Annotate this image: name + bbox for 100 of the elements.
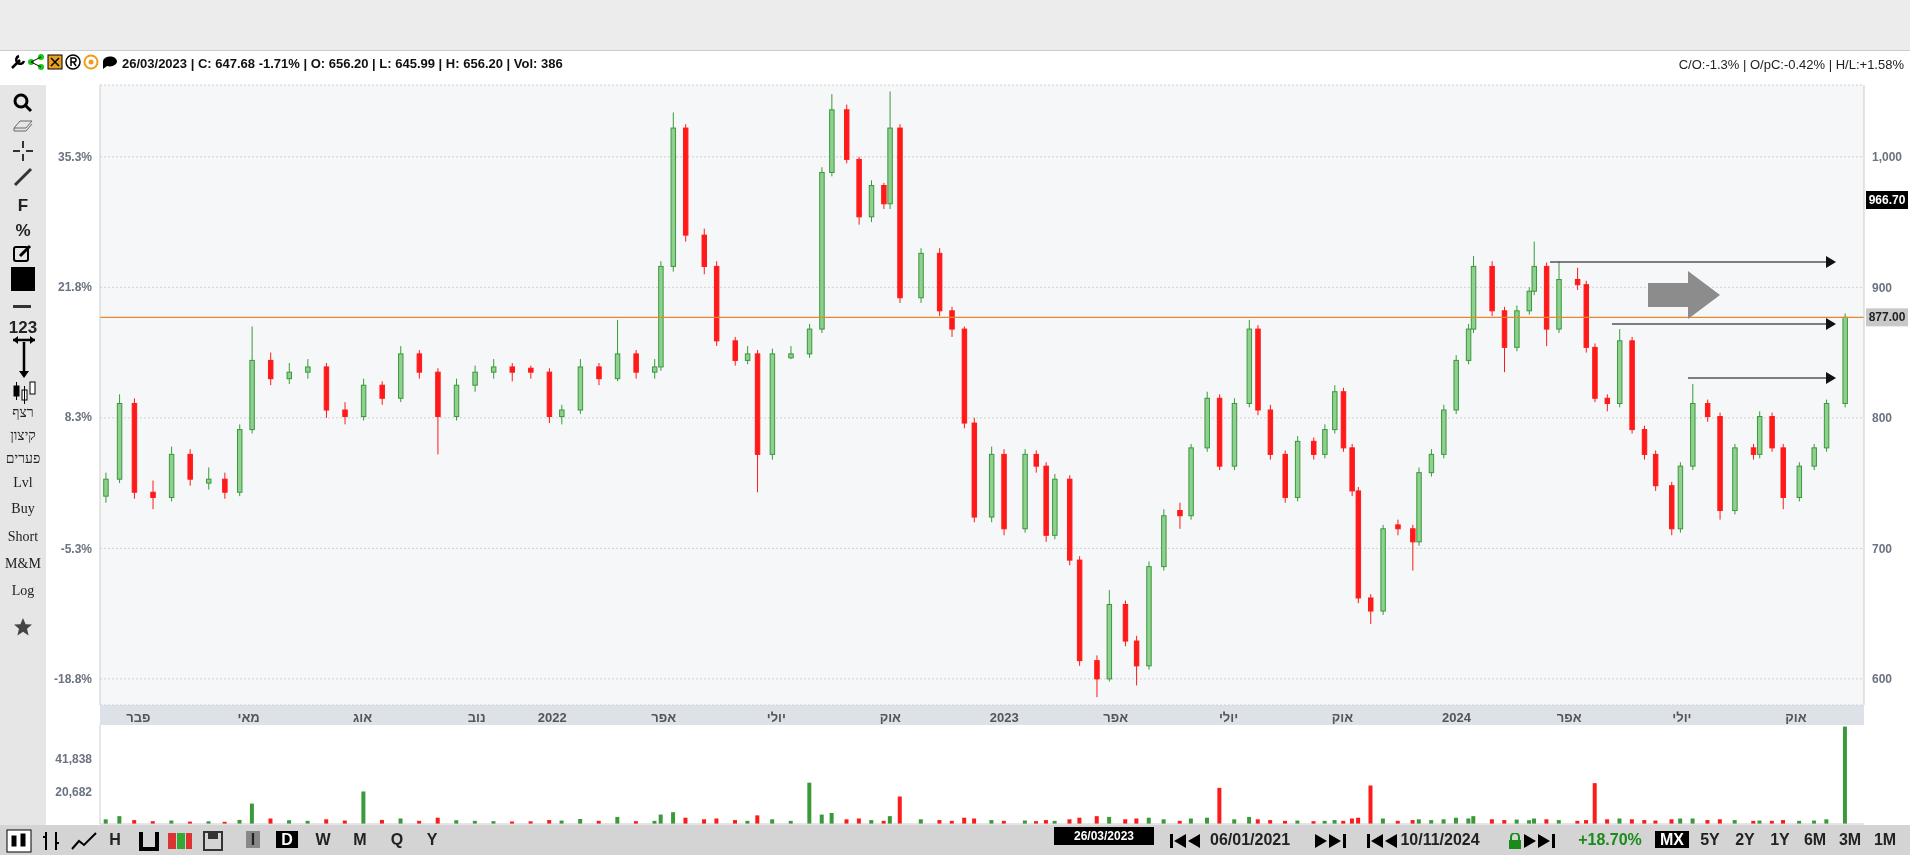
text: C/O:-1.3% | O/pC:-0.42% | H/L:+1.58%	[1678, 57, 1904, 72]
y2-tick-label: 8.3%	[64, 410, 93, 425]
x-tick-label: אוק	[879, 710, 902, 726]
bar	[1094, 816, 1099, 824]
candlestick	[1811, 443, 1817, 471]
candlestick	[1177, 502, 1183, 530]
text: 1M	[1872, 831, 1898, 848]
bar	[361, 791, 366, 824]
x-tick-label: אוק	[1331, 710, 1354, 726]
text: H	[108, 831, 122, 848]
text: MX	[1655, 831, 1689, 848]
x-tick-label: יולי	[766, 710, 786, 726]
bar	[887, 816, 892, 824]
candlestick	[342, 401, 348, 425]
text: קיצון	[9, 428, 37, 444]
text: 10/11/2024	[1399, 831, 1481, 848]
candlestick	[416, 349, 423, 380]
candlestick	[472, 365, 478, 393]
bar	[1592, 783, 1597, 824]
bar	[249, 803, 254, 824]
y-tick-label: 600	[1872, 672, 1893, 687]
candlestick	[305, 358, 311, 380]
candlestick	[1367, 593, 1374, 625]
bar	[897, 796, 902, 824]
candlestick	[949, 306, 955, 338]
text: F	[16, 196, 30, 216]
text: %	[14, 221, 32, 241]
candlestick	[1574, 267, 1581, 291]
text: Buy	[10, 501, 36, 517]
candlestick	[267, 352, 274, 386]
y-tick-label: 700	[1872, 541, 1893, 556]
text: 1Y	[1769, 831, 1791, 848]
bar	[1842, 726, 1847, 824]
y-tick-label: 20,682	[55, 784, 93, 799]
candlestick	[1410, 524, 1416, 572]
candlestick	[222, 472, 228, 500]
candlestick	[633, 349, 639, 380]
candlestick	[103, 472, 109, 504]
text: 5Y	[1699, 831, 1721, 848]
candlestick	[732, 336, 738, 367]
text: 123	[7, 318, 39, 338]
text: Y	[425, 831, 439, 848]
bar	[671, 812, 676, 824]
text: D	[276, 831, 298, 848]
y2-tick-label: 35.3%	[57, 149, 93, 164]
candlestick	[150, 479, 156, 510]
date-tag: 26/03/2023	[1054, 827, 1154, 845]
candlestick	[788, 345, 794, 360]
y2-tick-label: -5.3%	[60, 541, 93, 556]
candlestick	[1033, 449, 1039, 474]
text: M&M	[4, 556, 42, 572]
bar	[807, 782, 812, 824]
text: 6M	[1802, 831, 1828, 848]
bar	[117, 816, 122, 824]
x-tick-label: יולי	[1218, 710, 1239, 726]
candlestick	[490, 358, 497, 380]
candlestick	[379, 380, 385, 406]
bar	[1368, 785, 1373, 824]
candlestick	[1704, 399, 1711, 423]
x-tick-label: אוק	[1785, 710, 1807, 726]
text: פערים	[4, 451, 42, 467]
text: Q	[389, 831, 405, 848]
bar	[755, 815, 760, 824]
x-tick-label: 2024	[1441, 710, 1472, 726]
y-tick-label: 800	[1872, 411, 1893, 426]
text: 2Y	[1734, 831, 1756, 848]
candlestick	[559, 404, 565, 425]
text: I	[245, 831, 261, 848]
y-tick-label: 900	[1872, 280, 1893, 295]
candlestick	[1094, 654, 1100, 698]
text: W	[314, 831, 332, 848]
y-tick-label: 41,838	[55, 751, 93, 766]
candlestick	[286, 362, 293, 385]
x-tick-label: אפר	[651, 710, 677, 726]
x-tick-label: 2022	[537, 710, 567, 726]
x-tick-label: מאי	[237, 710, 260, 726]
price-tag: 966.70	[1866, 191, 1908, 209]
text: Short	[6, 529, 40, 545]
x-tick-label: 2023	[989, 710, 1019, 726]
bar	[829, 813, 834, 824]
x-tick-label: אפר	[1556, 710, 1582, 726]
text: Lvl	[12, 475, 34, 491]
text: 3M	[1837, 831, 1863, 848]
x-tick-label: נוב	[467, 710, 486, 726]
candlestick	[206, 466, 212, 491]
x-tick-label: אוג	[353, 710, 373, 726]
x-tick-label: יולי	[1672, 710, 1692, 726]
text: רצף	[11, 405, 35, 421]
candlestick	[1428, 448, 1435, 478]
candlestick	[881, 182, 887, 210]
text: 06/01/2021	[1209, 831, 1292, 848]
text: Log	[10, 583, 36, 599]
bar	[1217, 787, 1222, 824]
candlestick	[1395, 519, 1401, 536]
text: 26/03/2023 | C: 647.68 -1.71% | O: 656.20 | L: 645.99 | H: 656.20 | Vol: 386	[122, 56, 563, 71]
y2-tick-label: -18.8%	[53, 672, 93, 687]
text: +18.70%	[1577, 831, 1643, 848]
y-tick-label: 1,000	[1872, 150, 1903, 165]
text: M	[352, 831, 368, 848]
candlestick	[596, 362, 602, 386]
